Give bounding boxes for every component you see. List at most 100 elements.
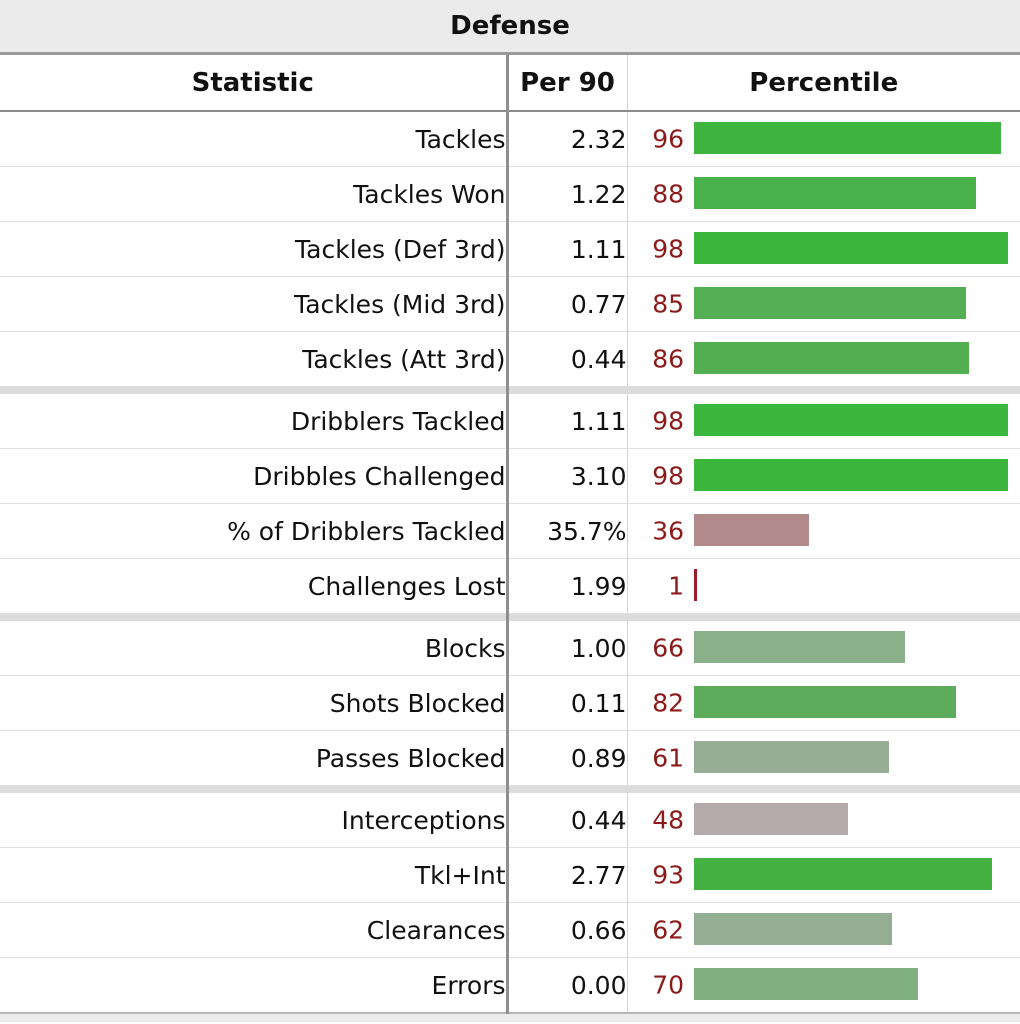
- percentile-value: 85: [652, 289, 685, 319]
- percentile-bar: [693, 968, 918, 1000]
- table-row: Passes Blocked 0.89 61: [0, 730, 1020, 786]
- percentile-value: 62: [652, 915, 685, 945]
- per90-value: 35.7%: [507, 503, 628, 559]
- per90-value: 0.11: [507, 675, 628, 731]
- percentile-cell: 96: [627, 111, 1020, 167]
- separator-cell: [507, 785, 627, 793]
- per90-value: 3.10: [507, 448, 628, 504]
- statistic-label: Tackles (Att 3rd): [0, 331, 509, 387]
- group-separator: [0, 613, 1020, 621]
- percentile-value: 61: [652, 743, 685, 773]
- percentile-value: 70: [652, 970, 685, 1000]
- percentile-value: 66: [652, 633, 685, 663]
- percentile-cell: 82: [627, 675, 1020, 731]
- percentile-bar: [693, 342, 969, 374]
- percentile-bar: [693, 514, 809, 546]
- statistic-label: Blocks: [0, 621, 509, 676]
- percentile-value: 82: [652, 688, 685, 718]
- table-row: Shots Blocked 0.11 82: [0, 675, 1020, 731]
- table-row: Tkl+Int 2.77 93: [0, 847, 1020, 903]
- statistic-label: Tkl+Int: [0, 847, 509, 903]
- table-row: Tackles (Def 3rd) 1.11 98: [0, 221, 1020, 277]
- table-row: % of Dribblers Tackled 35.7% 36: [0, 503, 1020, 559]
- separator-cell: [507, 613, 627, 621]
- percentile-bar: [693, 177, 976, 209]
- per90-value: 1.11: [507, 394, 628, 449]
- separator-cell: [627, 613, 1020, 621]
- separator-cell: [627, 386, 1020, 394]
- percentile-value: 36: [652, 516, 685, 546]
- per90-value: 0.44: [507, 793, 628, 848]
- table-body: Tackles 2.32 96 Tackles Won 1.22 88 Tackles (D…: [0, 111, 1020, 1022]
- percentile-cell: 98: [627, 448, 1020, 504]
- statistic-label: Tackles Won: [0, 166, 509, 222]
- column-header-percentile[interactable]: Percentile: [627, 53, 1020, 112]
- percentile-bar: [693, 686, 956, 718]
- table-row: Blocks 1.00 66: [0, 621, 1020, 676]
- percentile-value: 98: [652, 234, 685, 264]
- statistic-label: Dribbles Challenged: [0, 448, 509, 504]
- table-row: Tackles (Att 3rd) 0.44 86: [0, 331, 1020, 387]
- per90-value: 0.77: [507, 276, 628, 332]
- separator-cell: [507, 386, 627, 394]
- table-row: Tackles Won 1.22 88: [0, 166, 1020, 222]
- percentile-cell: 85: [627, 276, 1020, 332]
- percentile-cell: 1: [627, 558, 1020, 614]
- percentile-cell: 98: [627, 394, 1020, 449]
- table-row: Tackles (Mid 3rd) 0.77 85: [0, 276, 1020, 332]
- statistic-label: Passes Blocked: [0, 730, 509, 786]
- percentile-value: 88: [652, 179, 685, 209]
- per90-value: 1.99: [507, 558, 628, 614]
- table-row: Challenges Lost 1.99 1: [0, 558, 1020, 614]
- column-header-statistic[interactable]: Statistic: [0, 53, 509, 112]
- statistic-label: Clearances: [0, 902, 509, 958]
- percentile-value: 86: [652, 344, 685, 374]
- percentile-bar: [693, 122, 1001, 154]
- percentile-cell: 66: [627, 621, 1020, 676]
- statistic-label: Tackles (Def 3rd): [0, 221, 509, 277]
- percentile-cell: 70: [627, 957, 1020, 1014]
- per90-value: 0.44: [507, 331, 628, 387]
- separator-cell: [627, 785, 1020, 793]
- statistic-label: Dribblers Tackled: [0, 394, 509, 449]
- per90-value: 0.66: [507, 902, 628, 958]
- per90-value: 2.32: [507, 111, 628, 167]
- percentile-value: 48: [652, 805, 685, 835]
- table-caption-row: Defense: [0, 0, 1020, 55]
- group-separator: [0, 386, 1020, 394]
- percentile-value: 93: [652, 860, 685, 890]
- table-header-row: Statistic Per 90 Percentile: [0, 53, 1020, 112]
- table-row: Errors 0.00 70: [0, 957, 1020, 1014]
- table-row: Clearances 0.66 62: [0, 902, 1020, 958]
- table-row: Dribblers Tackled 1.11 98: [0, 394, 1020, 449]
- table-row: Tackles 2.32 96: [0, 111, 1020, 167]
- per90-value: 1.11: [507, 221, 628, 277]
- table-row: Dribbles Challenged 3.10 98: [0, 448, 1020, 504]
- separator-cell: [0, 613, 509, 621]
- group-separator: [0, 785, 1020, 793]
- percentile-cell: 48: [627, 793, 1020, 848]
- percentile-cell: 36: [627, 503, 1020, 559]
- statistic-label: Shots Blocked: [0, 675, 509, 731]
- percentile-bar: [693, 287, 966, 319]
- column-header-per90[interactable]: Per 90: [507, 53, 628, 112]
- statistic-label: Tackles: [0, 111, 509, 167]
- statistic-label: Challenges Lost: [0, 558, 509, 614]
- percentile-bar: [693, 741, 889, 773]
- percentile-bar: [693, 913, 892, 945]
- separator-cell: [0, 386, 509, 394]
- table-footer: [0, 1012, 1020, 1022]
- percentile-cell: 93: [627, 847, 1020, 903]
- percentile-bar: [693, 569, 697, 601]
- table-row: Interceptions 0.44 48: [0, 793, 1020, 848]
- statistic-label: Interceptions: [0, 793, 509, 848]
- per90-value: 1.22: [507, 166, 628, 222]
- per90-value: 2.77: [507, 847, 628, 903]
- per90-value: 0.00: [507, 957, 628, 1014]
- separator-cell: [0, 785, 509, 793]
- percentile-cell: 61: [627, 730, 1020, 786]
- percentile-value: 98: [652, 461, 685, 491]
- percentile-bar: [693, 459, 1008, 491]
- percentile-bar: [693, 631, 905, 663]
